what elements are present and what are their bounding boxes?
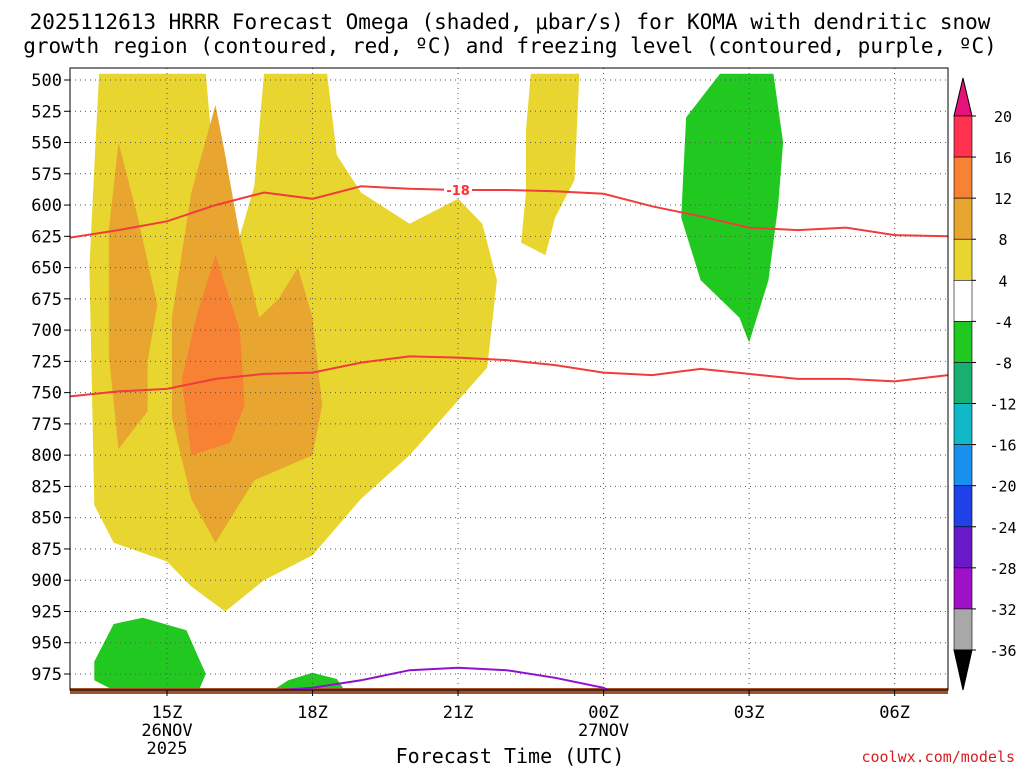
x-axis-label: Forecast Time (UTC): [396, 744, 625, 768]
colorbar-segment-12: [953, 608, 973, 651]
omega-shading-layer: [89, 73, 784, 690]
y-tick-label-525: 525: [31, 102, 62, 122]
y-tick-label-775: 775: [31, 415, 62, 435]
colorbar-segment-1: [953, 156, 973, 199]
colorbar-label--24: -24: [989, 519, 1016, 537]
y-tick-label-750: 750: [31, 384, 62, 404]
credit-text: coolwx.com/models: [861, 748, 1015, 766]
colorbar-label--8: -8: [994, 354, 1012, 372]
colorbar-label-20: 20: [994, 108, 1012, 126]
gridlines: [70, 68, 948, 690]
y-tick-label-625: 625: [31, 227, 62, 247]
colorbar-segment-7: [953, 403, 973, 445]
y-tick-label-825: 825: [31, 477, 62, 497]
x-tick-date-15Z: 26NOV: [141, 721, 192, 741]
y-tick-label-650: 650: [31, 259, 62, 279]
y-tick-label-950: 950: [31, 634, 62, 654]
colorbar: 20 16 12 8 4 -4 -8 -12 -16 -20 -24 -28 -32 -36: [953, 77, 1017, 691]
plot-area: -18: [70, 68, 948, 694]
y-tick-label-600: 600: [31, 196, 62, 216]
y-tick-label-850: 850: [31, 509, 62, 529]
colorbar-label--32: -32: [989, 601, 1016, 619]
colorbar-segment-0: [953, 115, 973, 158]
y-tick-label-975: 975: [31, 665, 62, 685]
colorbar-segment-2: [953, 197, 973, 240]
plot-frame: [69, 67, 949, 691]
x-tick-label-00Z: 00Z: [588, 703, 619, 723]
colorbar-segment-9: [953, 485, 973, 528]
colorbar-segment-4: [953, 280, 973, 322]
colorbar-segment-6: [953, 362, 973, 404]
x-tick-label-18Z: 18Z: [297, 703, 328, 723]
y-tick-label-575: 575: [31, 165, 62, 185]
colorbar-label--4: -4: [994, 313, 1012, 331]
colorbar-segment-8: [953, 444, 973, 486]
freezing-level-contour: [270, 666, 611, 690]
y-tick-label-800: 800: [31, 446, 62, 466]
omega-region--4to-8-5: [681, 73, 784, 343]
y-tick-label-675: 675: [31, 290, 62, 310]
y-tick-label-725: 725: [31, 352, 62, 372]
y-tick-label-500: 500: [31, 71, 62, 91]
axes: 500 525 550 575 600 625 650 675 700 725 750 775 800 8…: [31, 67, 949, 759]
colorbar-label--28: -28: [989, 560, 1016, 578]
omega-region-8to12-2: [108, 142, 158, 449]
colorbar-segment-5: [953, 321, 973, 363]
colorbar-label-12: 12: [994, 190, 1012, 208]
colorbar-label--36: -36: [989, 642, 1016, 660]
colorbar-label-8: 8: [998, 231, 1007, 249]
colorbar-segment-11: [953, 567, 973, 610]
colorbar-label--20: -20: [989, 478, 1016, 496]
colorbar-label-16: 16: [994, 149, 1012, 167]
dgz-bottom-contour: [70, 355, 948, 398]
colorbar-bottom-arrow: [953, 649, 973, 691]
contour-label-bg: [444, 181, 473, 198]
x-tick-label-06Z: 06Z: [879, 703, 910, 723]
y-tick-label-875: 875: [31, 540, 62, 560]
omega-region-12to16-4: [181, 255, 245, 456]
colorbar-label--16: -16: [989, 437, 1016, 455]
colorbar-label--12: -12: [989, 396, 1016, 414]
omega-region--4to-8-6: [94, 617, 206, 690]
y-tick-label-550: 550: [31, 134, 62, 154]
chart-title-line2: growth region (contoured, red, ºC) and f…: [23, 34, 997, 58]
dgz-contour-label: -18: [446, 184, 470, 199]
x-tick-year-15Z: 2025: [147, 739, 188, 759]
x-tick-label-03Z: 03Z: [734, 703, 765, 723]
ground-strip: [70, 688, 948, 694]
x-tick-label-15Z: 15Z: [152, 703, 183, 723]
y-tick-label-925: 925: [31, 602, 62, 622]
colorbar-segment-10: [953, 526, 973, 569]
colorbar-top-arrow: [953, 77, 973, 117]
colorbar-segment-3: [953, 238, 973, 281]
y-tick-label-700: 700: [31, 321, 62, 341]
colorbar-label-4: 4: [998, 272, 1007, 290]
omega-region-4to8-1: [521, 73, 580, 256]
y-tick-label-900: 900: [31, 571, 62, 591]
contours-layer: [70, 185, 948, 690]
chart-title-line1: 2025112613 HRRR Forecast Omega (shaded, …: [30, 10, 991, 34]
x-tick-date-00Z: 27NOV: [578, 721, 629, 741]
x-tick-label-21Z: 21Z: [443, 703, 474, 723]
dgz-top-contour: [70, 185, 948, 239]
